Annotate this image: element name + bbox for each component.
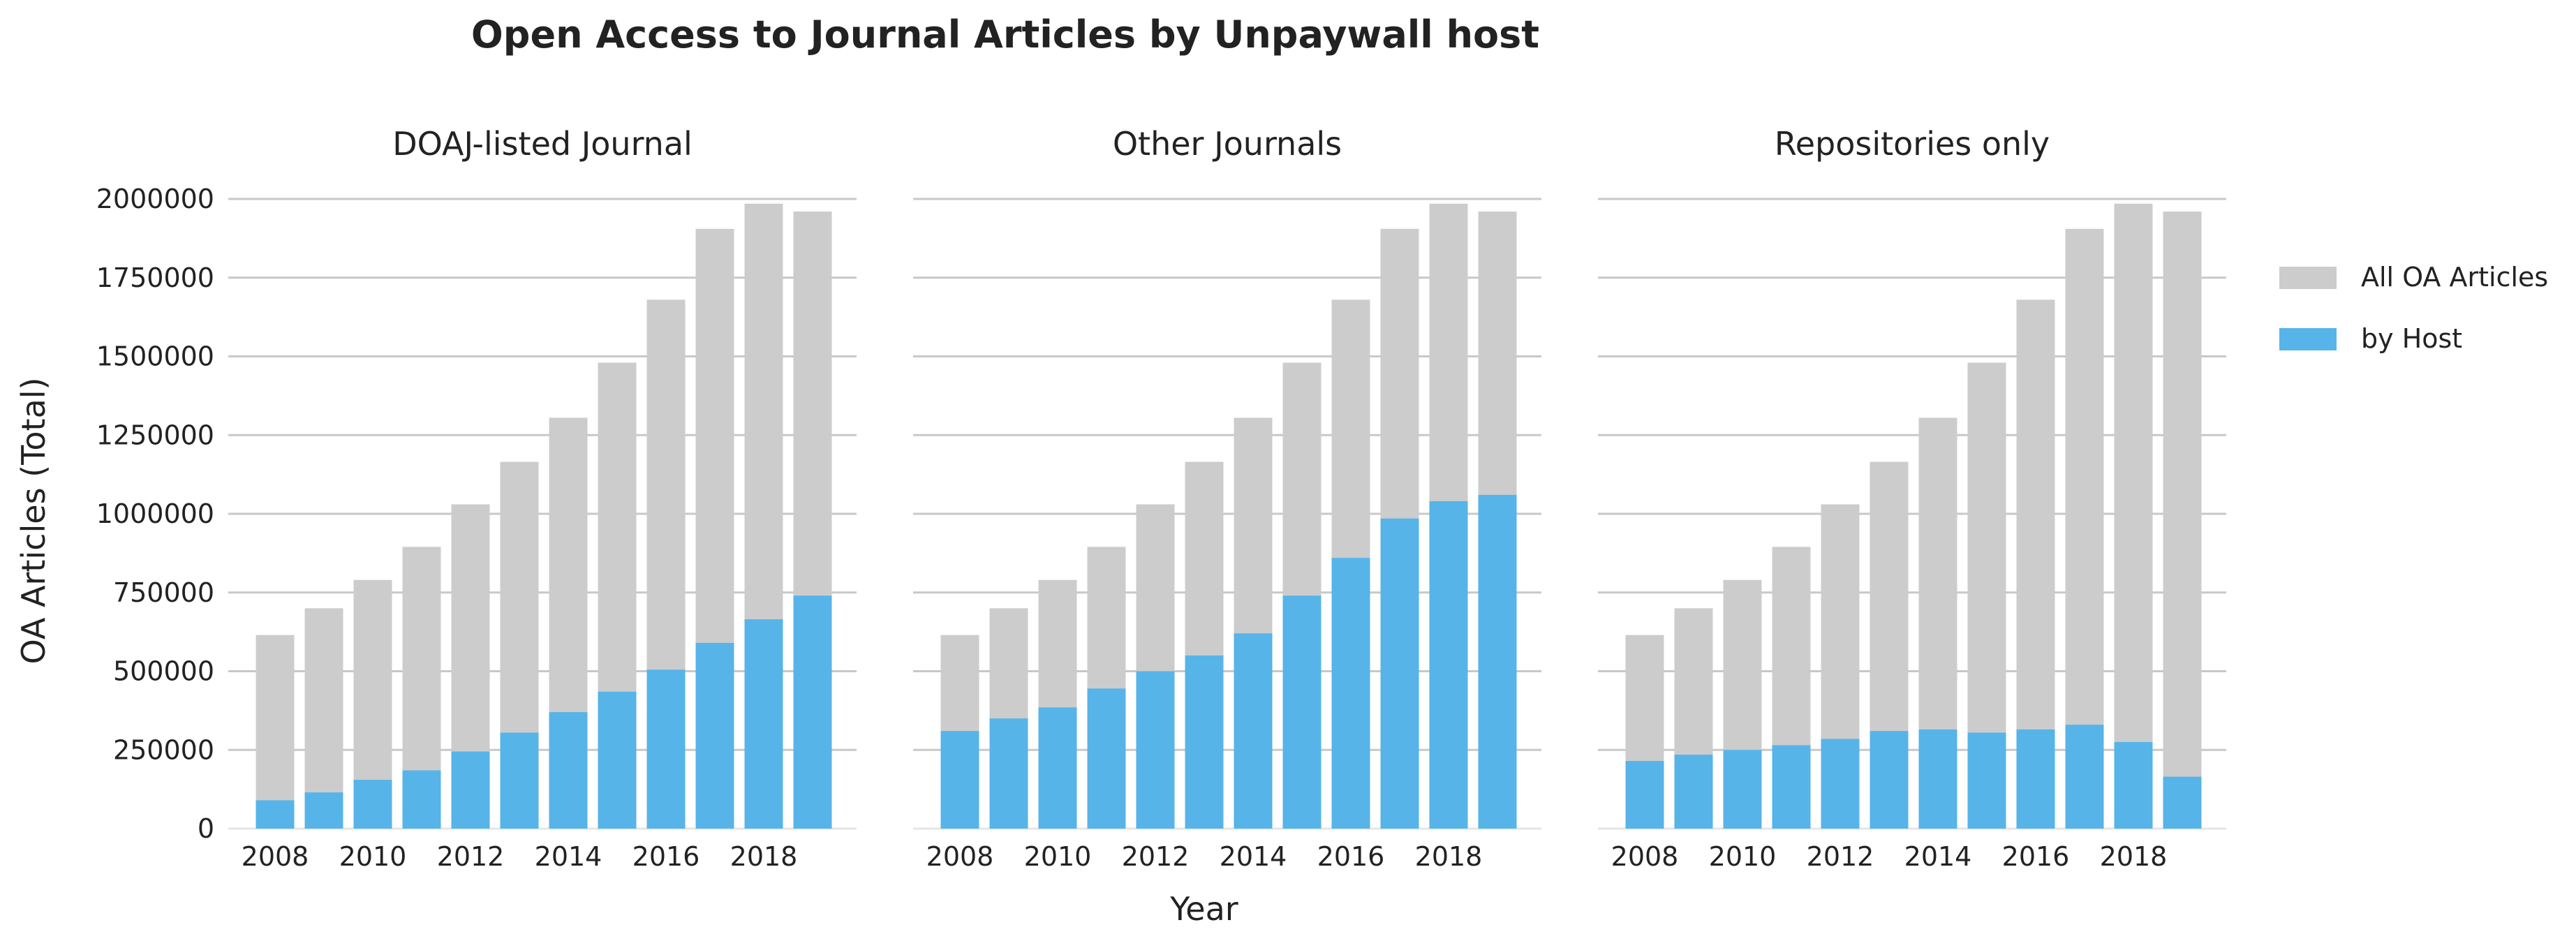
- bar-by-host: [500, 732, 539, 829]
- bar-by-host: [353, 780, 392, 829]
- legend-swatch-by-host: [2279, 328, 2337, 350]
- bar-by-host: [1185, 655, 1224, 829]
- x-tick-label: 2010: [1709, 841, 1777, 872]
- x-tick-label: 2008: [1611, 841, 1679, 872]
- x-tick-label: 2008: [926, 841, 994, 872]
- bar-by-host: [1136, 671, 1175, 829]
- bar-by-host: [1331, 558, 1370, 829]
- bar-by-host: [598, 691, 637, 829]
- x-tick-label: 2016: [2002, 841, 2070, 872]
- bar-all-oa-articles: [2163, 212, 2202, 829]
- y-tick-label: 250000: [113, 734, 214, 765]
- y-tick-label: 1000000: [96, 498, 214, 529]
- bar-all-oa-articles: [304, 608, 343, 829]
- x-tick-label: 2018: [1415, 841, 1483, 872]
- bar-by-host: [2065, 725, 2104, 829]
- bar-by-host: [1234, 633, 1273, 829]
- bar-by-host: [402, 770, 441, 829]
- x-tick-label: 2008: [242, 841, 309, 872]
- bar-by-host: [549, 712, 588, 829]
- bar-by-host: [2016, 729, 2055, 829]
- bar-by-host: [1772, 745, 1811, 829]
- legend-swatch-all-oa: [2279, 267, 2337, 289]
- bar-by-host: [646, 669, 686, 829]
- bar-by-host: [989, 718, 1028, 829]
- y-tick-label: 0: [198, 813, 214, 844]
- x-tick-label: 2014: [535, 841, 602, 872]
- bar-by-host: [304, 792, 343, 829]
- y-tick-label: 2000000: [96, 184, 214, 214]
- y-tick-label: 750000: [113, 577, 214, 608]
- x-tick-label: 2014: [1220, 841, 1287, 872]
- bar-by-host: [1282, 595, 1322, 829]
- bar-by-host: [451, 751, 490, 829]
- x-axis-label: Year: [1169, 890, 1238, 928]
- y-tick-label: 1750000: [96, 262, 214, 293]
- bar-by-host: [1967, 732, 2006, 829]
- x-tick-label: 2018: [2100, 841, 2168, 872]
- x-tick-label: 2014: [1904, 841, 1972, 872]
- panel-title: Other Journals: [1113, 125, 1342, 163]
- bar-by-host: [1918, 729, 1957, 829]
- bar-by-host: [1723, 750, 1762, 829]
- legend: All OA Articles by Host: [2279, 262, 2548, 354]
- bar-by-host: [940, 731, 979, 829]
- bar-by-host: [1429, 501, 1468, 829]
- y-axis-label: OA Articles (Total): [15, 378, 52, 665]
- bar-all-oa-articles: [256, 635, 295, 829]
- panel-title: Repositories only: [1775, 125, 2050, 163]
- panel-title: DOAJ-listed Journal: [392, 125, 693, 163]
- x-tick-label: 2016: [632, 841, 700, 872]
- x-tick-label: 2016: [1317, 841, 1385, 872]
- bar-by-host: [256, 800, 295, 829]
- legend-label-all-oa: All OA Articles: [2361, 262, 2548, 292]
- bar-by-host: [1380, 518, 1419, 829]
- x-tick-label: 2010: [339, 841, 407, 872]
- x-tick-label: 2010: [1024, 841, 1092, 872]
- bar-by-host: [1674, 755, 1713, 829]
- legend-label-by-host: by Host: [2361, 323, 2462, 354]
- bar-by-host: [1821, 739, 1860, 829]
- bar-by-host: [744, 619, 783, 829]
- bar-by-host: [1870, 731, 1909, 829]
- bar-by-host: [1625, 761, 1664, 829]
- bar-by-host: [793, 595, 832, 829]
- bar-by-host: [1087, 688, 1126, 829]
- bar-by-host: [1478, 494, 1517, 829]
- bar-by-host: [1038, 707, 1077, 829]
- figure-title: Open Access to Journal Articles by Unpay…: [471, 13, 1539, 57]
- x-tick-label: 2018: [730, 841, 798, 872]
- y-tick-label: 1500000: [96, 341, 214, 372]
- y-tick-label: 1250000: [96, 420, 214, 450]
- bar-by-host: [695, 642, 734, 829]
- x-tick-label: 2012: [437, 841, 505, 872]
- bar-all-oa-articles: [2114, 203, 2153, 829]
- y-tick-label: 500000: [113, 656, 214, 687]
- panels: 0 250000 500000 750000 1000000 1250000 1500000…: [96, 125, 2226, 872]
- bar-by-host: [2163, 776, 2202, 829]
- x-tick-label: 2012: [1807, 841, 1874, 872]
- x-tick-label: 2012: [1122, 841, 1190, 872]
- bar-by-host: [2114, 741, 2153, 829]
